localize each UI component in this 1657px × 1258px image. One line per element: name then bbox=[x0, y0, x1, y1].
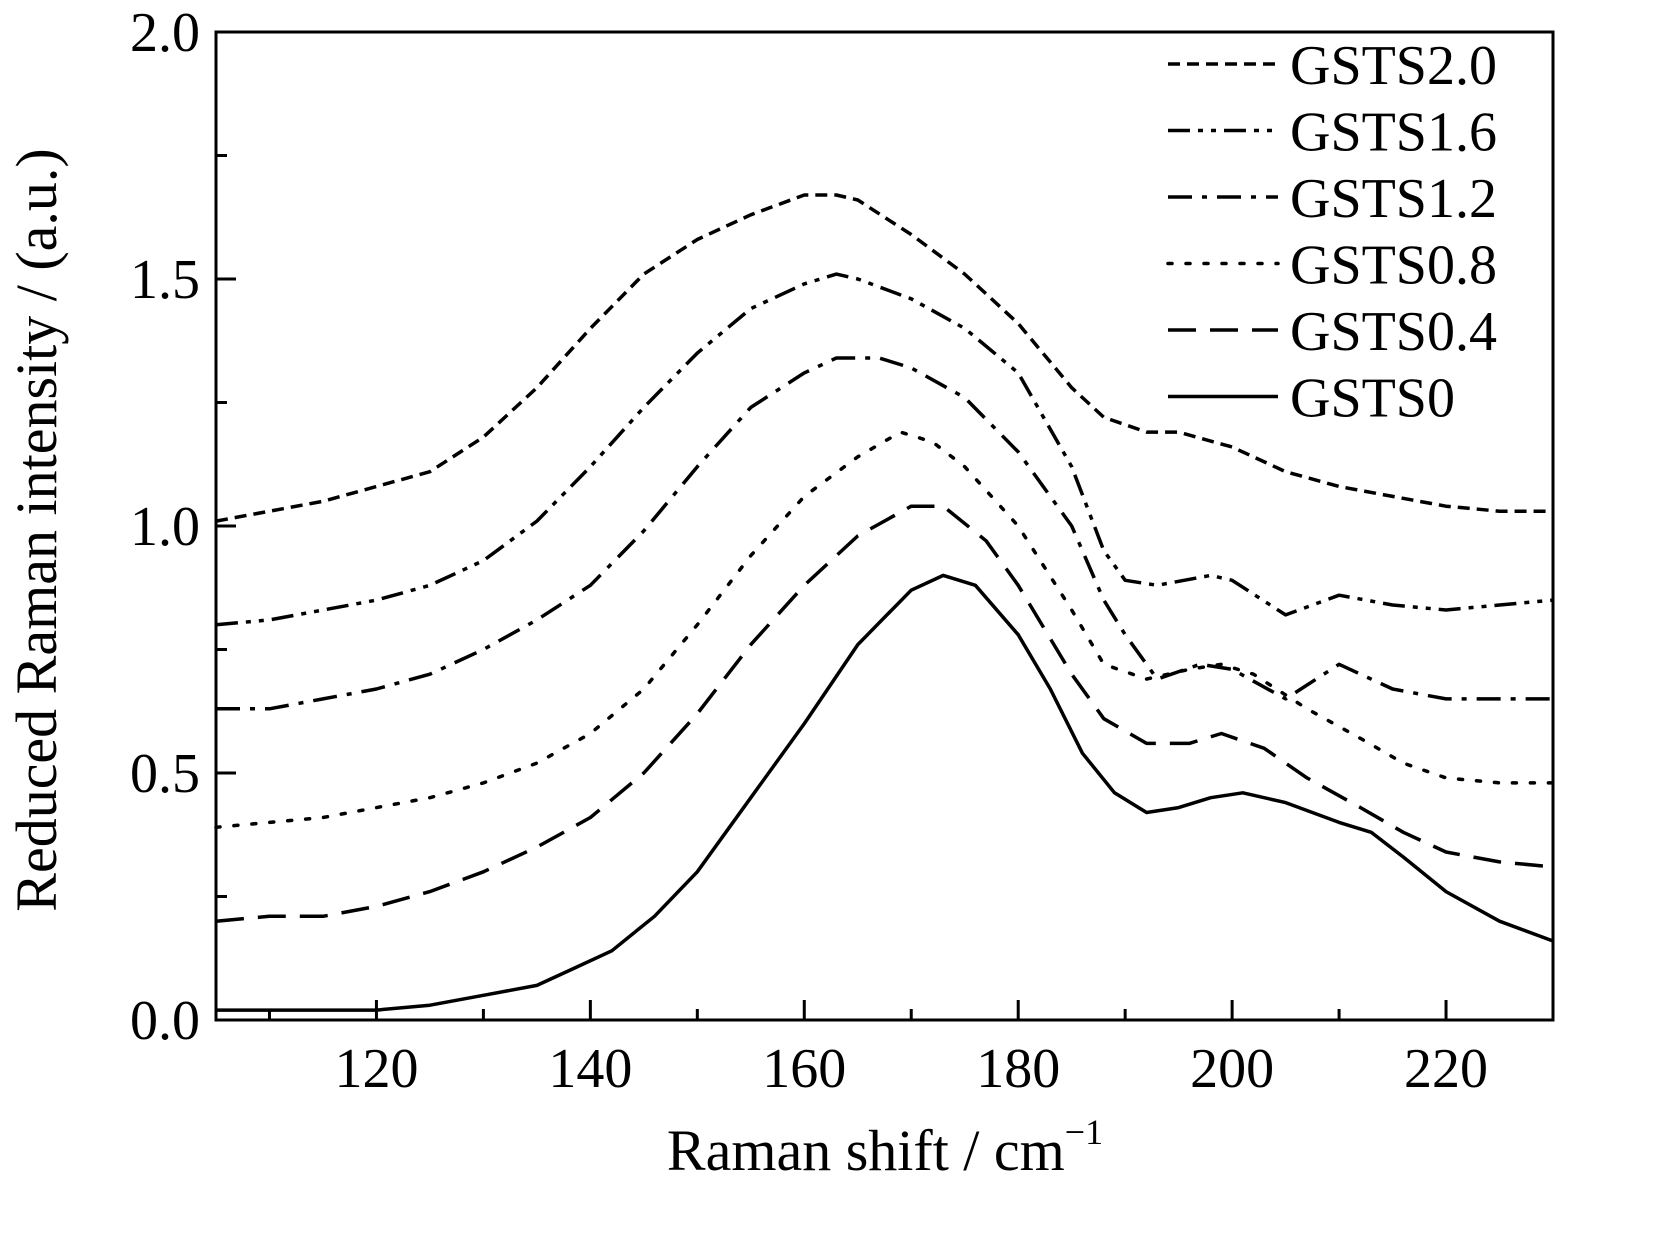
series-line-gsts1-6 bbox=[215, 272, 1554, 627]
y-tick-label: 0.0 bbox=[130, 990, 200, 1052]
series-line-gsts2-0 bbox=[215, 193, 1553, 523]
plot-frame bbox=[214, 30, 1555, 1022]
x-axis-title: Raman shift / cm−1 bbox=[667, 1112, 1103, 1183]
series-lines bbox=[214, 193, 1555, 1012]
x-tick-label: 200 bbox=[1190, 1038, 1274, 1100]
legend-label: GSTS1.6 bbox=[1290, 102, 1497, 164]
series-line-gsts0 bbox=[216, 573, 1554, 1012]
legend-label: GSTS2.0 bbox=[1290, 35, 1497, 97]
x-tick-label: 140 bbox=[548, 1038, 632, 1100]
x-tick-label: 160 bbox=[762, 1038, 846, 1100]
x-tick-labels: 120 140 160 180 200 220 bbox=[334, 1038, 1488, 1100]
x-tick-label: 120 bbox=[334, 1038, 418, 1100]
series-line-gsts0-4 bbox=[215, 504, 1554, 923]
x-tick-label: 220 bbox=[1404, 1038, 1488, 1100]
y-axis-title: Reduced Raman intensity / (a.u.) bbox=[4, 148, 69, 911]
y-tick-labels: 0.0 0.5 1.0 1.5 2.0 bbox=[130, 2, 200, 1052]
x-axis-title-superscript: −1 bbox=[1065, 1112, 1103, 1152]
y-tick-label: 0.5 bbox=[130, 743, 200, 805]
series-line-gsts1-2 bbox=[216, 356, 1553, 711]
legend-label: GSTS0.4 bbox=[1290, 301, 1497, 363]
y-tick-label: 2.0 bbox=[130, 2, 200, 64]
legend-label: GSTS0.8 bbox=[1290, 235, 1497, 297]
y-tick-label: 1.5 bbox=[130, 249, 200, 311]
x-tick-label: 180 bbox=[976, 1038, 1060, 1100]
legend-label: GSTS1.2 bbox=[1290, 168, 1497, 230]
y-tick-label: 1.0 bbox=[130, 496, 200, 558]
series-line-gsts0-8 bbox=[214, 430, 1555, 830]
legend-label: GSTS0 bbox=[1290, 368, 1455, 430]
